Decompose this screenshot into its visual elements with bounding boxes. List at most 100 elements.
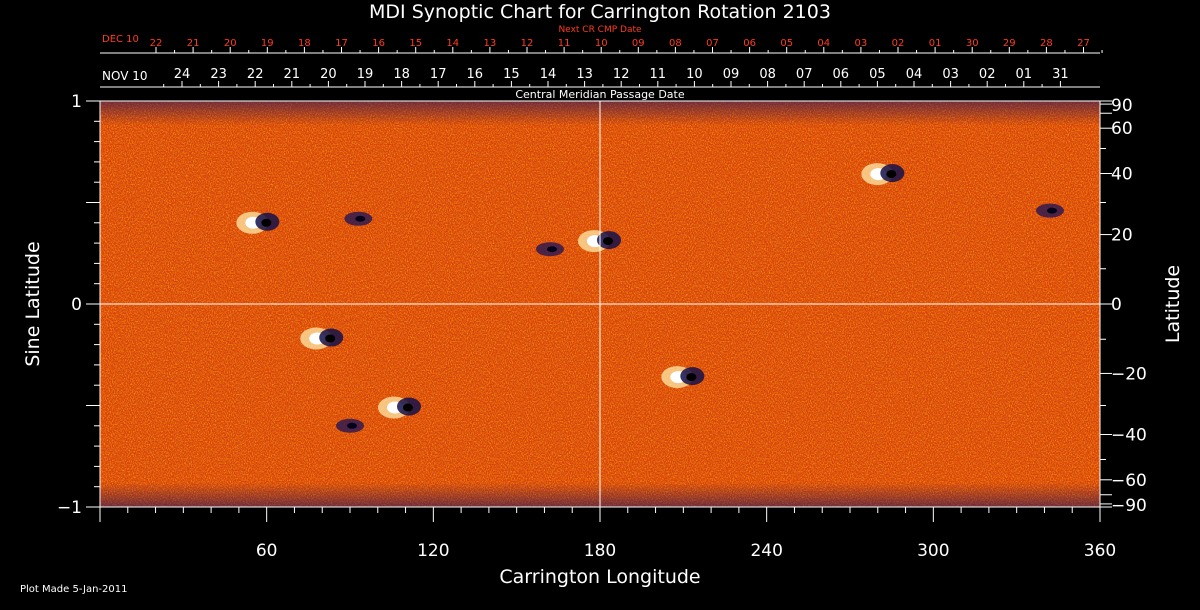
top-axis-white-tick-label: 08 [759,67,776,82]
top-axis-red-tick-label: 27 [1077,38,1090,49]
top-axis-white-tick-label: 04 [906,67,923,82]
active-region [344,211,373,226]
x-axis-tick-label: 60 [256,541,278,561]
top-axis-white-tick-label: 19 [357,67,374,82]
magnetogram-map [99,100,1101,508]
active-region-negative-core [1047,207,1057,214]
active-region-negative-core [403,403,413,412]
active-region-negative-core [603,237,613,246]
x-axis-tick-label: 120 [417,541,449,561]
x-axis-tick-label: 300 [917,541,949,561]
active-region [1036,203,1064,218]
top-axis-white-tick-label: 12 [613,67,630,82]
top-axis-white-tick-label: 05 [869,67,886,82]
top-axis-white-tick-label: 20 [320,67,337,82]
top-axis-red-tick-label: 20 [224,38,237,49]
top-axis-red-tick-label: 14 [446,38,459,49]
top-axis-red-tick-label: 30 [966,38,979,49]
active-region-negative-core [261,218,272,227]
y-axis-left-tick-label: −1 [57,498,82,518]
top-axis-red-label: Next CR CMP Date [558,25,642,35]
y-axis-left-tick-label: 1 [71,92,82,112]
top-axis-white-tick-label: 11 [650,67,667,82]
top-axis-white-tick-label: 23 [210,67,227,82]
y-axis-title-left: Sine Latitude [22,241,44,366]
active-region [536,242,564,257]
chart-axes: 60 120 180 240 300 360 1 0 −1 90 60 40 20 0 −20 −40 −60 −… [57,92,1147,561]
top-axis-red-tick-label: 02 [892,38,905,49]
plot-made-note: Plot Made 5-Jan-2011 [20,584,127,595]
top-axis-red-tick-label: 19 [261,38,274,49]
active-region-negative-core [686,373,697,382]
active-region [336,418,364,433]
top-axis-red-tick-label: 12 [521,38,534,49]
y-axis-right-tick-label: 20 [1111,226,1133,246]
central-meridian-label: Central Meridian Passage Date [515,88,684,101]
top-axis-red-tick-label: 08 [669,38,682,49]
chart-title: MDI Synoptic Chart for Carrington Rotati… [369,1,831,23]
top-axis-red-tick-label: 01 [929,38,942,49]
top-date-axes: Next CR CMP Date DEC 10 NOV 10 22 21 20 19 1… [100,25,1103,88]
top-axis-white-tick-label: 22 [247,67,264,82]
y-axis-right-tick-label: −40 [1111,425,1147,445]
y-axis-right-tick-label: −60 [1111,471,1147,491]
x-axis-title: Carrington Longitude [499,566,700,588]
y-axis-left-tick-label: 0 [71,295,82,315]
top-axis-red-tick-label: 09 [632,38,645,49]
active-region-negative-core [886,170,897,179]
top-axis-white-tick-label: 15 [503,67,520,82]
y-axis-right-tick-label: 0 [1111,295,1122,315]
top-axis-red-tick-label: 15 [409,38,422,49]
top-axis-red-tick-label: 13 [484,38,497,49]
active-region [378,396,421,419]
x-axis-tick-label: 240 [750,541,782,561]
top-axis-white-tick-label: 13 [576,67,593,82]
top-axis-white-start: NOV 10 [102,69,148,83]
top-axis-red-tick-label: 10 [595,38,608,49]
top-axis-red-tick-label: 29 [1003,38,1016,49]
top-axis-white-tick-label: 10 [686,67,703,82]
top-axis-red-tick-label: 04 [817,38,830,49]
y-axis-title-right: Latitude [1162,265,1184,343]
top-axis-red-tick-label: 18 [298,38,311,49]
active-regions [236,163,1064,433]
top-axis-red-tick-label: 17 [335,38,348,49]
active-region [300,327,344,350]
top-axis-red-tick-label: 11 [558,38,571,49]
top-axis-red-tick-label: 06 [743,38,756,49]
y-axis-right-tick-label: 40 [1111,165,1133,185]
x-axis-tick-label: 360 [1084,541,1116,561]
top-axis-white-tick-label: 24 [174,67,191,82]
top-axis-red-tick-label: 22 [150,38,163,49]
top-axis-red-tick-label: 05 [780,38,793,49]
active-region-negative-core [325,334,336,343]
active-region [578,230,621,253]
top-axis-white-tick-label: 03 [942,67,959,82]
y-axis-right-tick-label: 90 [1111,96,1133,116]
top-axis-red-tick-label: 07 [706,38,719,49]
top-axis-white-tick-label: 17 [430,67,447,82]
top-axis-red-tick-label: 03 [855,38,868,49]
top-axis-white-tick-label: 09 [723,67,740,82]
top-axis-white-tick-label: 06 [833,67,850,82]
top-axis-white-tick-label: 14 [540,67,557,82]
top-axis-white-tick-label: 02 [979,67,996,82]
active-region-negative-core [355,215,366,222]
top-axis-red-tick-label: 28 [1040,38,1053,49]
x-axis-tick-label: 180 [584,541,616,561]
top-axis-red-start: DEC 10 [102,34,139,45]
top-axis-white-tick-label: 18 [393,67,410,82]
top-axis-white-tick-label: 07 [796,67,813,82]
top-axis-white-tick-label: 16 [467,67,484,82]
y-axis-right-tick-label: 60 [1111,119,1133,139]
active-region-negative-core [347,422,357,429]
active-region [236,211,280,234]
top-axis-white-tick-label: 21 [284,67,301,82]
active-region [861,163,905,186]
top-axis-white-tick-label: 01 [1016,67,1033,82]
active-region [661,366,705,389]
y-axis-right-tick-label: −20 [1111,364,1147,384]
y-axis-right-tick-label: −90 [1111,496,1147,516]
top-axis-white-tick-label: 31 [1052,67,1069,82]
